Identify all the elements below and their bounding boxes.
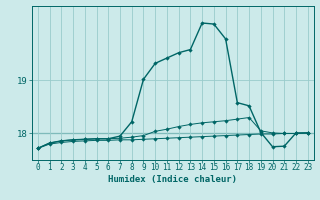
X-axis label: Humidex (Indice chaleur): Humidex (Indice chaleur) xyxy=(108,175,237,184)
